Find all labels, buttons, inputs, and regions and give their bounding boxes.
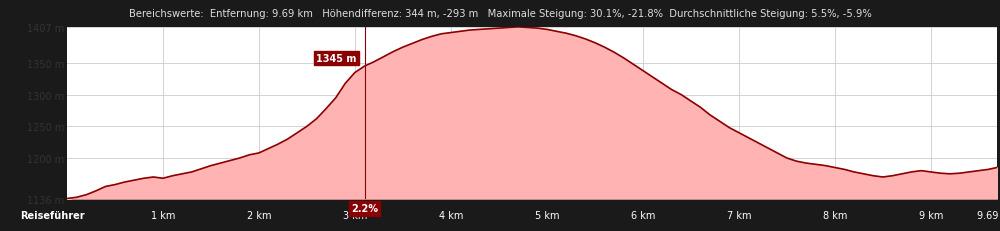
- Text: 1 km: 1 km: [151, 210, 175, 220]
- Text: 7 km: 7 km: [727, 210, 751, 220]
- Text: 6 km: 6 km: [631, 210, 655, 220]
- Text: 9 km: 9 km: [919, 210, 943, 220]
- Text: 4 km: 4 km: [439, 210, 463, 220]
- Text: 2 km: 2 km: [247, 210, 271, 220]
- Text: 3 km: 3 km: [343, 210, 367, 220]
- Text: Reiseführer: Reiseführer: [20, 210, 85, 220]
- Text: 8 km: 8 km: [823, 210, 847, 220]
- Text: 1345 m: 1345 m: [316, 54, 357, 64]
- Text: 2.2%: 2.2%: [351, 204, 378, 213]
- Text: Bereichswerte:  Entfernung: 9.69 km   Höhendifferenz: 344 m, -293 m   Maximale S: Bereichswerte: Entfernung: 9.69 km Höhen…: [129, 9, 871, 19]
- Text: 9.69 km: 9.69 km: [977, 210, 1000, 220]
- Text: 5 km: 5 km: [535, 210, 559, 220]
